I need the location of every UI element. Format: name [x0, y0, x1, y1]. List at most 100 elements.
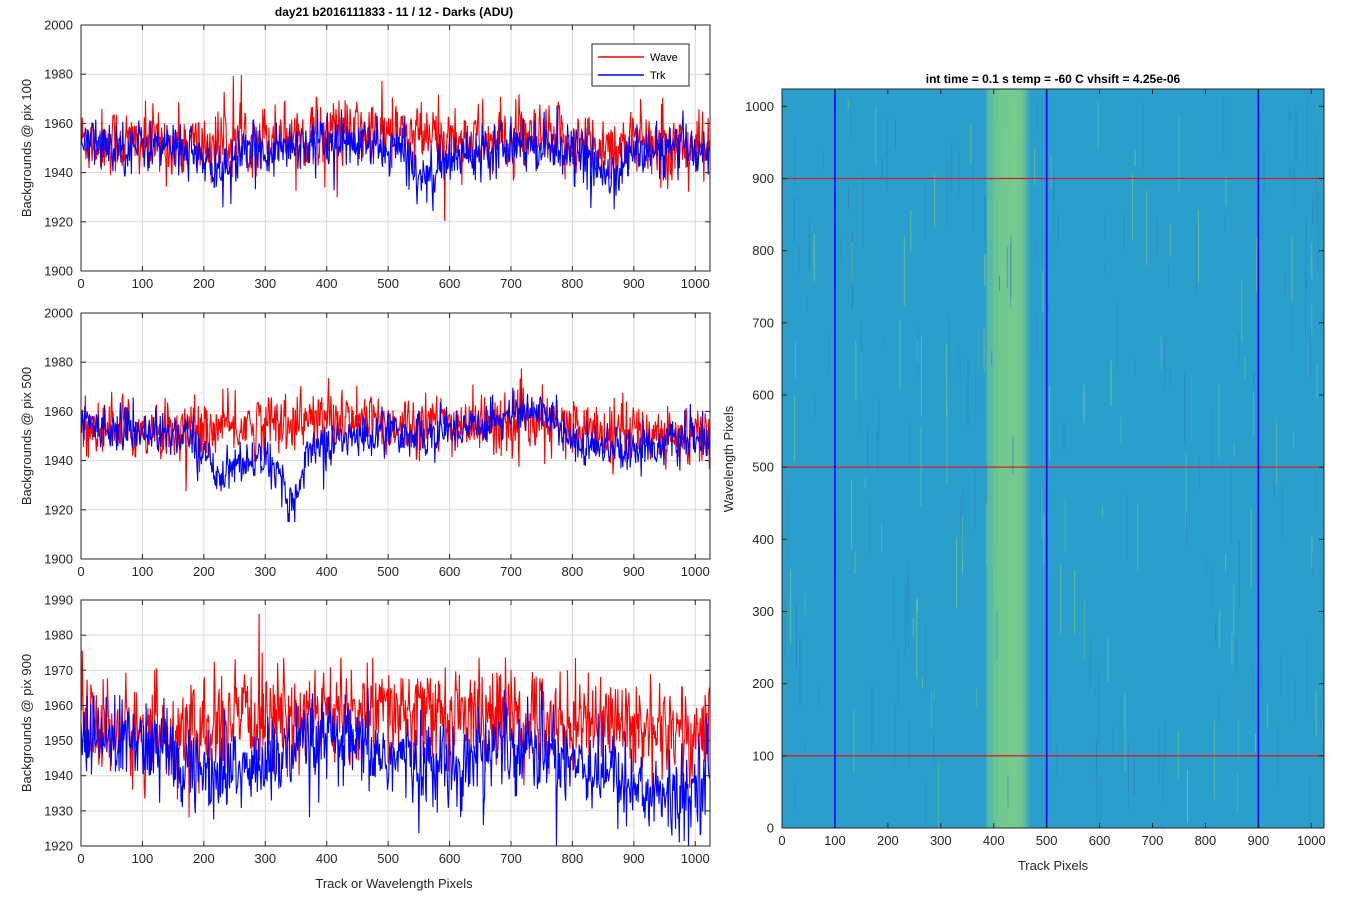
x-tick-label: 600	[1089, 833, 1111, 848]
x-tick-label: 100	[824, 833, 846, 848]
x-tick-label: 1000	[681, 276, 710, 291]
series-line-wave	[80, 613, 710, 818]
heatmap-bright-band	[987, 89, 1022, 828]
x-tick-label: 100	[132, 276, 154, 291]
y-tick-label: 1980	[44, 67, 73, 82]
y-tick-label: 600	[752, 387, 774, 402]
y-tick-label: 1960	[44, 116, 73, 131]
series-line-wave	[80, 368, 710, 492]
y-tick-label: 900	[752, 171, 774, 186]
plot-pix-900: Backgrounds @ pix 900 Track or Wavelengt…	[19, 593, 711, 891]
x-tick-label: 800	[562, 276, 584, 291]
heatmap-bright-band	[993, 89, 1027, 828]
x-tick-label: 300	[254, 564, 276, 579]
x-tick-label: 0	[77, 276, 84, 291]
y-tick-label: 1940	[44, 768, 73, 783]
y-tick-label: 300	[752, 604, 774, 619]
x-tick-label: 900	[623, 564, 645, 579]
x-tick-label: 700	[1142, 833, 1164, 848]
x-tick-label: 700	[500, 564, 522, 579]
y-tick-label: 1940	[44, 453, 73, 468]
y-tick-label: 1920	[44, 839, 73, 854]
y-tick-label: 1940	[44, 165, 73, 180]
heatmap-bright-band	[1003, 89, 1025, 828]
legend-trk-label: Trk	[650, 70, 666, 82]
axes-frame	[80, 24, 711, 272]
x-tick-label: 300	[930, 833, 952, 848]
y-tick-label: 1980	[44, 355, 73, 370]
x-tick-label: 600	[439, 276, 461, 291]
main-title: day21 b2016111833 - 11 / 12 - Darks (ADU…	[275, 5, 513, 19]
heatmap-bright-band	[993, 89, 1022, 828]
x-tick-label: 400	[316, 276, 338, 291]
heatmap-y-axis-label: Wavelength Pixels	[721, 405, 736, 512]
y-axis-label-pix-100: Backgrounds @ pix 100	[19, 79, 34, 217]
heatmap-bright-band	[987, 89, 1003, 828]
series-line-trk	[80, 387, 710, 523]
x-tick-label: 0	[77, 851, 84, 866]
x-tick-label: 600	[439, 564, 461, 579]
x-tick-label: 500	[377, 851, 399, 866]
x-tick-label: 200	[877, 833, 899, 848]
y-tick-label: 2000	[44, 18, 73, 33]
axes-frame	[781, 88, 1325, 829]
y-tick-label: 1930	[44, 803, 73, 818]
y-axis-label-pix-500: Backgrounds @ pix 500	[19, 367, 34, 505]
y-tick-label: 700	[752, 315, 774, 330]
x-tick-label: 300	[254, 276, 276, 291]
x-tick-label: 300	[254, 851, 276, 866]
series-line-trk	[80, 684, 710, 847]
x-tick-label: 200	[193, 564, 215, 579]
heatmap-background	[782, 89, 1324, 828]
x-tick-label: 600	[439, 851, 461, 866]
y-tick-label: 2000	[44, 306, 73, 321]
x-tick-label: 900	[1248, 833, 1270, 848]
x-tick-label: 200	[193, 851, 215, 866]
x-tick-label: 800	[562, 564, 584, 579]
x-tick-label: 800	[1195, 833, 1217, 848]
y-tick-label: 1000	[745, 99, 774, 114]
y-tick-label: 500	[752, 460, 774, 475]
heatmap-title: int time = 0.1 s temp = -60 C vhsift = 4…	[926, 72, 1181, 86]
heatmap-x-axis-label: Track Pixels	[1018, 858, 1089, 873]
y-tick-label: 1960	[44, 404, 73, 419]
y-axis-label-pix-900: Backgrounds @ pix 900	[19, 654, 34, 792]
y-tick-label: 1900	[44, 264, 73, 279]
plot-pix-100: day21 b2016111833 - 11 / 12 - Darks (ADU…	[19, 5, 711, 291]
x-tick-label: 500	[377, 564, 399, 579]
x-tick-label: 500	[377, 276, 399, 291]
series-line-trk	[80, 105, 710, 211]
y-tick-label: 200	[752, 676, 774, 691]
y-tick-label: 1920	[44, 502, 73, 517]
heatmap-bright-band	[985, 89, 1008, 828]
x-tick-label: 200	[193, 276, 215, 291]
x-tick-label: 700	[500, 851, 522, 866]
x-tick-label: 1000	[681, 564, 710, 579]
x-tick-label: 0	[778, 833, 785, 848]
x-tick-label: 100	[132, 564, 154, 579]
y-tick-label: 1990	[44, 593, 73, 608]
x-tick-label: 100	[132, 851, 154, 866]
x-axis-label-bottom: Track or Wavelength Pixels	[315, 876, 473, 891]
x-tick-label: 0	[77, 564, 84, 579]
heatmap-bright-band	[1000, 89, 1031, 828]
heatmap-bright-band	[1012, 89, 1026, 828]
x-tick-label: 700	[500, 276, 522, 291]
series-line-wave	[80, 75, 710, 221]
x-tick-label: 400	[316, 851, 338, 866]
heatmap-bright-band	[997, 89, 1024, 828]
x-tick-label: 1000	[681, 851, 710, 866]
axes-frame	[80, 599, 711, 847]
y-tick-label: 1920	[44, 214, 73, 229]
heatmap-bright-band	[992, 89, 1019, 828]
heatmap-panel: int time = 0.1 s temp = -60 C vhsift = 4…	[721, 72, 1326, 873]
plot-pix-500: Backgrounds @ pix 500 0 100 200 300 400 500 60…	[19, 306, 711, 579]
x-tick-label: 500	[1036, 833, 1058, 848]
legend: Wave Trk	[591, 43, 690, 87]
legend-box	[591, 43, 690, 87]
x-tick-label: 400	[316, 564, 338, 579]
y-tick-label: 400	[752, 532, 774, 547]
y-tick-label: 100	[752, 748, 774, 763]
x-tick-label: 1000	[1297, 833, 1326, 848]
